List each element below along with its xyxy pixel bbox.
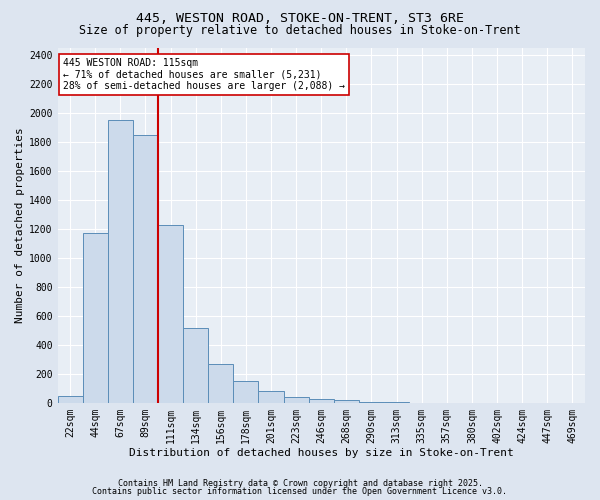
Bar	[208, 364, 233, 403]
Y-axis label: Number of detached properties: Number of detached properties	[15, 128, 25, 323]
X-axis label: Distribution of detached houses by size in Stoke-on-Trent: Distribution of detached houses by size …	[129, 448, 514, 458]
Bar	[183, 328, 208, 403]
Text: Size of property relative to detached houses in Stoke-on-Trent: Size of property relative to detached ho…	[79, 24, 521, 37]
Bar	[158, 224, 183, 403]
Text: 445 WESTON ROAD: 115sqm
← 71% of detached houses are smaller (5,231)
28% of semi: 445 WESTON ROAD: 115sqm ← 71% of detache…	[63, 58, 345, 92]
Bar	[284, 398, 309, 403]
Text: Contains HM Land Registry data © Crown copyright and database right 2025.: Contains HM Land Registry data © Crown c…	[118, 478, 482, 488]
Bar	[334, 400, 359, 403]
Text: 445, WESTON ROAD, STOKE-ON-TRENT, ST3 6RE: 445, WESTON ROAD, STOKE-ON-TRENT, ST3 6R…	[136, 12, 464, 26]
Bar	[259, 391, 284, 403]
Bar	[83, 234, 108, 403]
Bar	[384, 402, 409, 403]
Bar	[309, 399, 334, 403]
Bar	[58, 396, 83, 403]
Bar	[233, 380, 259, 403]
Text: Contains public sector information licensed under the Open Government Licence v3: Contains public sector information licen…	[92, 487, 508, 496]
Bar	[133, 134, 158, 403]
Bar	[108, 120, 133, 403]
Bar	[359, 402, 384, 403]
